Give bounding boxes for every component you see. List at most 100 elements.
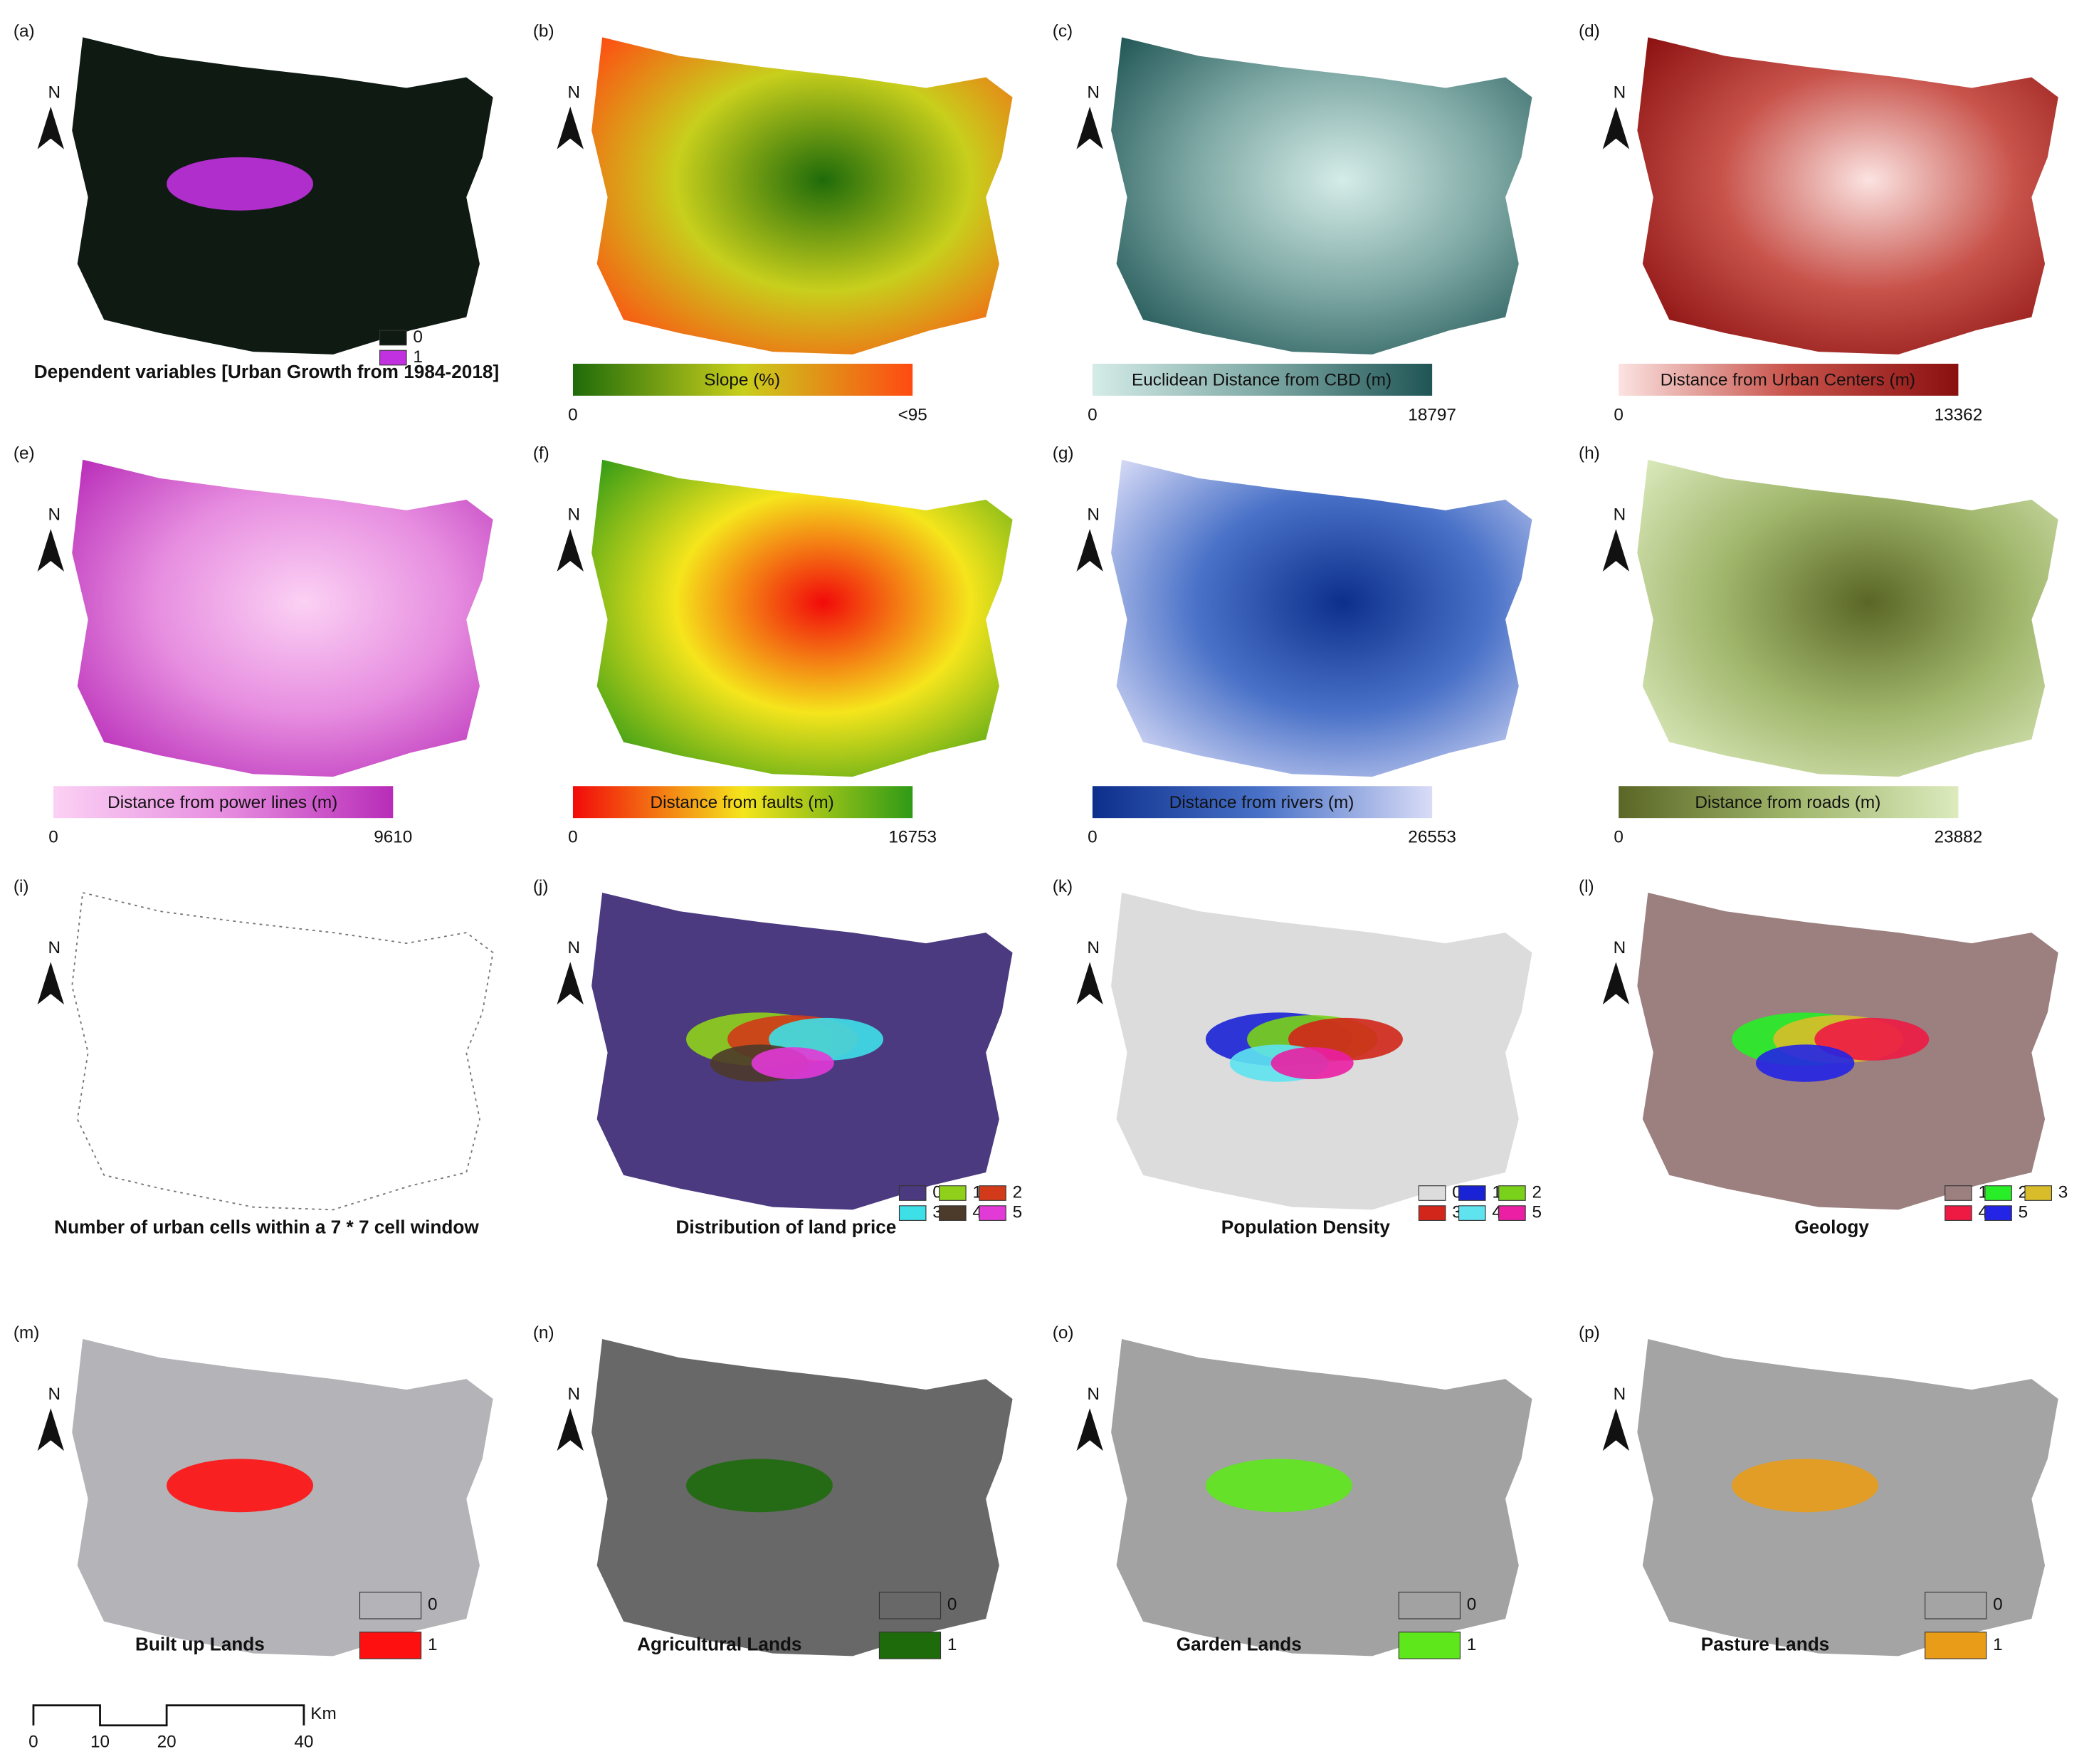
colorbar	[1619, 363, 1959, 396]
legend-label: 0	[947, 1595, 957, 1615]
panel-letter: (d)	[1579, 21, 1600, 41]
legend-label: 1	[1467, 1635, 1477, 1654]
panel: (m) N Built up Lands 0 1	[14, 1323, 493, 1659]
north-arrow	[37, 1408, 65, 1451]
scale-label: 10	[90, 1732, 110, 1751]
legend-swatch	[379, 330, 407, 346]
map-patch	[1732, 1459, 1879, 1513]
colorbar	[1619, 786, 1959, 819]
map-area	[1111, 459, 1532, 777]
colorbar-max: 13362	[1935, 405, 1983, 424]
colorbar-title: Distance from rivers (m)	[1169, 793, 1354, 812]
north-arrow	[1602, 529, 1630, 572]
panel: (i) N Number of urban cells within a 7 * 7…	[14, 877, 494, 1238]
north-arrow	[557, 529, 584, 572]
panel-letter: (b)	[533, 21, 554, 41]
panel-letter: (f)	[533, 444, 549, 463]
panel: (f) N Distance from faults (m) 0 16753	[533, 444, 1013, 847]
legend-swatch	[878, 1632, 942, 1659]
map-patch	[686, 1459, 833, 1513]
panel-title: Built up Lands	[135, 1633, 265, 1654]
legend-swatch	[1498, 1185, 1526, 1201]
north-label: N	[1614, 938, 1626, 957]
colorbar-max: 16753	[888, 828, 937, 847]
legend-swatch	[1945, 1205, 1972, 1221]
north-label: N	[1614, 1385, 1626, 1404]
panel-letter: (n)	[533, 1323, 554, 1343]
panel-letter: (o)	[1053, 1323, 1074, 1343]
colorbar-title: Distance from roads (m)	[1695, 793, 1880, 812]
legend-swatch	[898, 1185, 927, 1201]
legend-swatch	[1398, 1632, 1461, 1659]
colorbar-title: Slope (%)	[704, 371, 780, 390]
north-label: N	[1614, 505, 1626, 525]
panel-title: Geology	[1794, 1217, 1869, 1238]
legend-label: 1	[428, 1635, 438, 1654]
scale-line	[32, 1704, 305, 1727]
scale-label: 0	[28, 1732, 38, 1751]
colorbar-min: 0	[1614, 828, 1624, 847]
map	[1637, 459, 2058, 777]
map	[1637, 1338, 2058, 1657]
north-label: N	[1087, 83, 1100, 102]
map	[72, 1338, 493, 1657]
colorbar-min: 0	[568, 828, 578, 847]
panel: (n) N Agricultural Lands 0 1	[533, 1323, 1013, 1659]
panel-title: Population Density	[1221, 1217, 1391, 1238]
legend-label: 5	[1013, 1203, 1023, 1222]
north-label: N	[48, 83, 61, 102]
north-label: N	[567, 505, 580, 525]
map-area	[1637, 37, 2058, 355]
map	[591, 37, 1013, 355]
scale-bar: 0 10 20 40 Km	[28, 1704, 337, 1751]
panel-title: Distribution of land price	[675, 1217, 896, 1238]
map	[591, 459, 1013, 777]
north-arrow	[557, 106, 584, 149]
map	[591, 892, 1013, 1210]
legend-swatch	[1984, 1185, 2012, 1201]
legend-swatch	[359, 1632, 422, 1659]
north-label: N	[1087, 938, 1100, 957]
colorbar-title: Distance from Urban Centers (m)	[1661, 371, 1915, 390]
legend-label: 1	[947, 1635, 957, 1654]
map	[1637, 892, 2058, 1210]
north-arrow	[37, 962, 65, 1005]
panel: (p) N Pasture Lands 0 1	[1579, 1323, 2058, 1659]
north-label: N	[567, 1385, 580, 1404]
map	[1637, 37, 2058, 355]
legend-label: 5	[1532, 1203, 1542, 1222]
legend-swatch	[1498, 1205, 1526, 1221]
map-patch	[1205, 1459, 1352, 1513]
map	[71, 891, 494, 1211]
map	[1111, 459, 1532, 777]
panel-letter: (c)	[1053, 21, 1073, 41]
legend-swatch	[1398, 1592, 1461, 1619]
north-label: N	[567, 938, 580, 957]
north-label: N	[1087, 505, 1100, 525]
panel-title: Garden Lands	[1177, 1633, 1302, 1654]
colorbar-max: 23882	[1935, 828, 1983, 847]
map-patch	[167, 157, 313, 211]
legend-swatch	[1925, 1632, 1987, 1659]
colorbar	[572, 786, 913, 819]
panel: (o) N Garden Lands 0 1	[1053, 1323, 1532, 1659]
panel-letter: (e)	[14, 444, 35, 463]
legend-swatch	[379, 350, 407, 366]
map	[1111, 892, 1532, 1210]
north-arrow	[1076, 529, 1103, 572]
north-arrow	[1076, 106, 1103, 149]
panel: (e) N Distance from power lines (m) 0 9610	[14, 444, 493, 847]
north-label: N	[567, 83, 580, 102]
map-patch	[167, 1459, 313, 1513]
colorbar-max: <95	[898, 405, 927, 424]
colorbar-max: 18797	[1408, 405, 1456, 424]
legend-label: 3	[2058, 1182, 2068, 1202]
colorbar-max: 26553	[1408, 828, 1456, 847]
map-area	[1637, 459, 2058, 777]
legend-swatch	[939, 1205, 967, 1221]
